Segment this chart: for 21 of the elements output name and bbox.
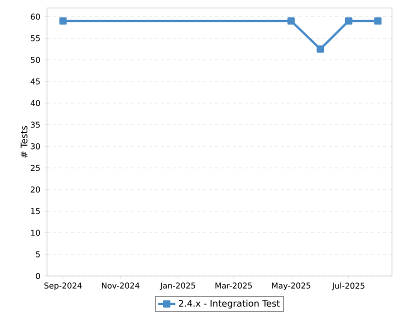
y-tick-label: 15	[31, 208, 40, 214]
x-tick-label: Nov-2024	[102, 282, 140, 289]
x-tick-label: May-2025	[272, 282, 310, 290]
y-tick-label: 35	[30, 122, 40, 128]
y-tick-label: 40	[30, 100, 40, 106]
y-axis-title: # Tests	[20, 126, 28, 158]
y-tick-label: 25	[30, 164, 40, 171]
x-tick-label: Jul-2025	[332, 282, 364, 290]
y-tick-label: 60	[30, 14, 40, 20]
x-tick-label: Sep-2024	[44, 282, 82, 290]
y-tick-label: 0	[36, 272, 40, 280]
y-tick-label: 20	[30, 186, 40, 193]
y-tick-label: 45	[30, 78, 40, 84]
y-tick-label: 55	[30, 35, 40, 42]
y-tick-label: 5	[36, 251, 40, 258]
y-tick-label: 30	[30, 143, 40, 150]
x-tick-label: Jan-2025	[160, 282, 196, 290]
y-tick-label: 10	[31, 230, 40, 236]
x-tick-label: Mar-2025	[216, 282, 252, 289]
legend-label: 2.4.x - Integration Test	[178, 300, 280, 308]
y-tick-label: 50	[30, 56, 40, 63]
